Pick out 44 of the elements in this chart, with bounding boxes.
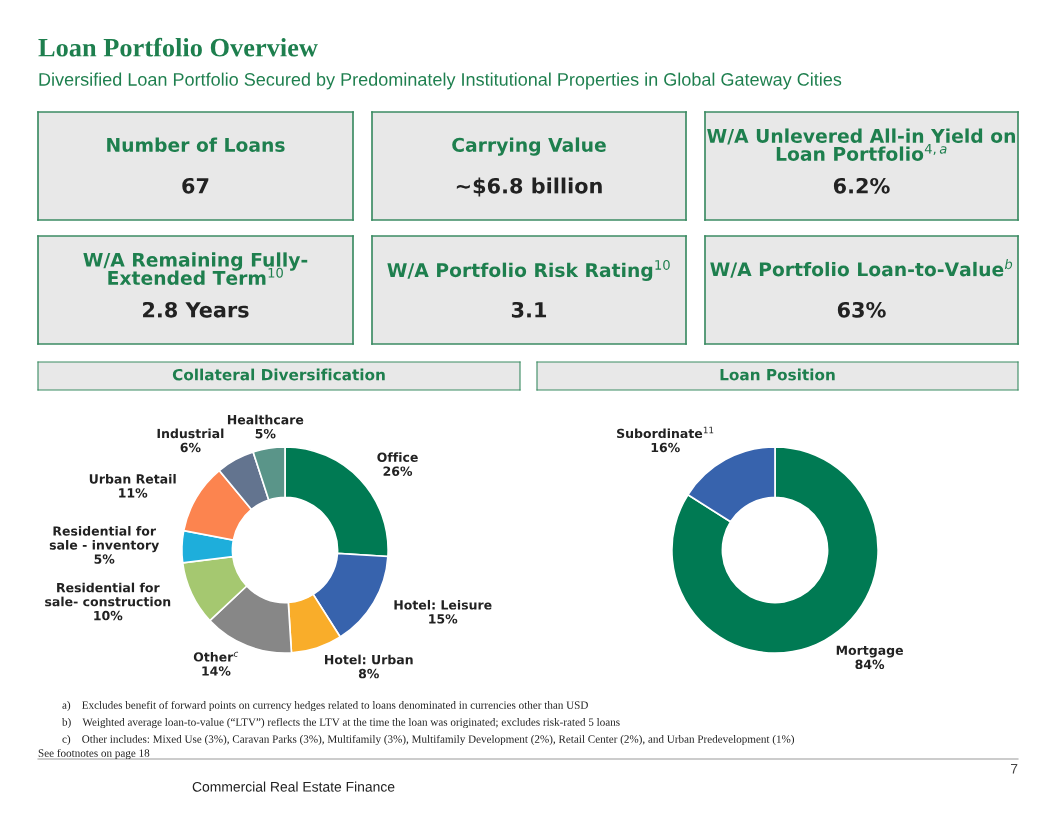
text: a) Excludes benefit of forward points on currency hedges related to loans denominated in currencies other than USD xyxy=(62,700,588,712)
text: ~$6.8 billion xyxy=(456,177,602,197)
data-label: 5% xyxy=(255,428,276,439)
data-label: 10% xyxy=(94,610,123,621)
slice-label: Hotel: Leisure xyxy=(394,599,492,610)
slice-label: Other$^{c}$ xyxy=(193,651,239,662)
text: 2.8 Years xyxy=(143,301,249,318)
text: W/A Portfolio Loan-to-Value$^{b}$ xyxy=(710,258,1013,278)
data-label: 26% xyxy=(383,466,413,476)
data-label: 84% xyxy=(855,659,885,670)
chart-title: Collateral Diversification xyxy=(172,368,385,381)
data-label: 16% xyxy=(651,442,680,453)
text: 3.1 xyxy=(511,301,547,318)
slice-label: Residential for sale - inventory xyxy=(49,526,160,553)
text: Diversified Loan Portfolio Secured by Predominately Institutional Properties in Global Gateway Cities xyxy=(39,72,842,90)
text: W/A Remaining Fully- Extended Term$^{10}$ xyxy=(83,252,308,285)
text: 6.2% xyxy=(833,177,890,194)
text: W/A Portfolio Risk Rating$^{10}$ xyxy=(387,259,670,281)
slice-label: Industrial xyxy=(157,428,224,439)
text: b) Weighted average loan-to-value (“LTV”) reflects the LTV at the time the loan was originated; excludes risk-rated 5 loans xyxy=(62,717,620,729)
text: Commercial Real Estate Finance xyxy=(192,781,395,792)
data-label: 6% xyxy=(180,442,201,453)
slice-label: Subordinate$^{11}$ xyxy=(617,426,714,439)
text: 63% xyxy=(837,301,886,318)
chart-title: Loan Position xyxy=(720,368,835,381)
text: c) Other includes: Mixed Use (3%), Caravan Parks (3%), Multifamily (3%), Multifamily Development (2%), Retail Center (2%), and Urban Predevelopment (1%) xyxy=(62,734,795,746)
text: W/A Unlevered All-in Yield on Loan Portfolio$^{4,a}$ xyxy=(707,128,1015,161)
slice-label: Hotel: Urban xyxy=(325,654,413,665)
slice-label: Office xyxy=(377,452,418,462)
data-label: 14% xyxy=(202,666,231,676)
slice-label: Residential for sale- construction xyxy=(45,582,171,607)
slice-label: Healthcare xyxy=(227,414,304,425)
data-label: 8% xyxy=(358,668,379,679)
data-label: 11% xyxy=(119,488,148,498)
text: 7 xyxy=(1010,764,1018,774)
text: See footnotes on page 18 xyxy=(38,748,150,760)
data-label: 15% xyxy=(429,614,458,624)
slice-label: Mortgage xyxy=(836,645,903,658)
data-label: 5% xyxy=(94,554,115,564)
slice-label: Urban Retail xyxy=(89,473,176,484)
text: Number of Loans xyxy=(107,137,285,152)
text: 67 xyxy=(182,177,209,194)
text: Carrying Value xyxy=(452,137,606,156)
text: Loan Portfolio Overview xyxy=(38,37,318,57)
